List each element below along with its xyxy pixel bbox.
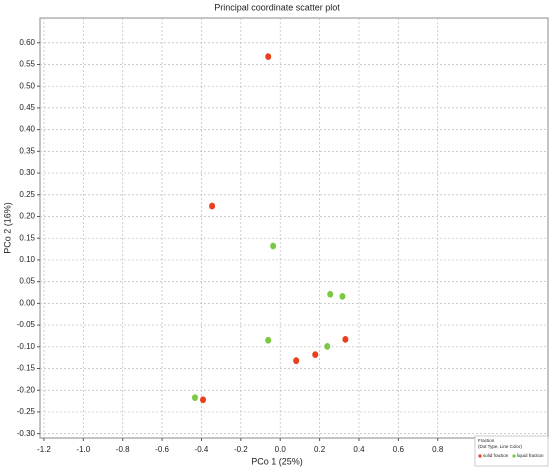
- x-tick-label: 0.0: [275, 445, 287, 454]
- y-tick-label: 0.10: [19, 255, 35, 264]
- legend-marker: [478, 454, 482, 458]
- x-tick-label: 0.2: [314, 445, 326, 454]
- y-tick-label: -0.30: [17, 429, 36, 438]
- chart-title: Principal coordinate scatter plot: [214, 2, 340, 12]
- data-point: [327, 290, 334, 298]
- y-tick-label: 0.20: [19, 212, 35, 221]
- data-point: [209, 202, 216, 210]
- x-tick-label: 0.4: [353, 445, 365, 454]
- y-tick-label: 0.30: [19, 168, 35, 177]
- y-tick-label: 0.25: [19, 190, 35, 199]
- legend-subtitle: (Dot Type, Line Color): [478, 444, 522, 449]
- y-tick-label: 0.45: [19, 103, 35, 112]
- y-tick-label: 0.40: [19, 125, 35, 134]
- data-point: [265, 336, 272, 344]
- y-tick-label: 0.60: [19, 38, 35, 47]
- data-point: [324, 342, 331, 350]
- y-tick-label: 0.55: [19, 60, 35, 69]
- y-tick-label: 0.05: [19, 277, 35, 286]
- y-tick-label: -0.15: [17, 364, 36, 373]
- x-tick-label: -0.2: [234, 445, 248, 454]
- x-tick-label: -0.8: [116, 445, 130, 454]
- plot-area: [39, 17, 549, 439]
- legend-marker: [512, 454, 516, 458]
- x-tick-label: -0.6: [155, 445, 169, 454]
- y-axis-label: PCo 2 (16%): [2, 202, 12, 254]
- y-tick-label: 0.00: [19, 298, 35, 307]
- data-point: [265, 53, 272, 61]
- data-point: [312, 351, 319, 359]
- data-point: [339, 293, 346, 300]
- x-tick-label: -0.4: [195, 445, 209, 454]
- x-tick-label: 0.6: [393, 445, 405, 454]
- data-point: [200, 396, 207, 404]
- y-tick-label: 0.50: [19, 81, 35, 90]
- x-tick-label: 0.8: [432, 445, 444, 454]
- legend-title: Fraction: [478, 438, 495, 443]
- legend-label: solid fraction: [483, 453, 509, 458]
- y-tick-label: -0.05: [17, 320, 36, 329]
- data-point: [293, 357, 300, 365]
- y-tick-label: 0.15: [19, 233, 35, 242]
- y-tick-label: -0.10: [17, 342, 36, 351]
- y-tick-label: -0.25: [17, 407, 36, 416]
- x-tick-label: -1.0: [76, 445, 90, 454]
- legend-box: [474, 435, 549, 467]
- legend-label: liquid fraction: [517, 453, 544, 458]
- data-point: [342, 336, 349, 343]
- y-tick-label: -0.20: [17, 385, 36, 394]
- data-point: [191, 394, 198, 402]
- data-point: [270, 242, 277, 250]
- x-tick-label: -1.2: [37, 445, 51, 454]
- y-tick-label: 0.35: [19, 146, 35, 155]
- x-axis-label: PCo 1 (25%): [251, 456, 303, 466]
